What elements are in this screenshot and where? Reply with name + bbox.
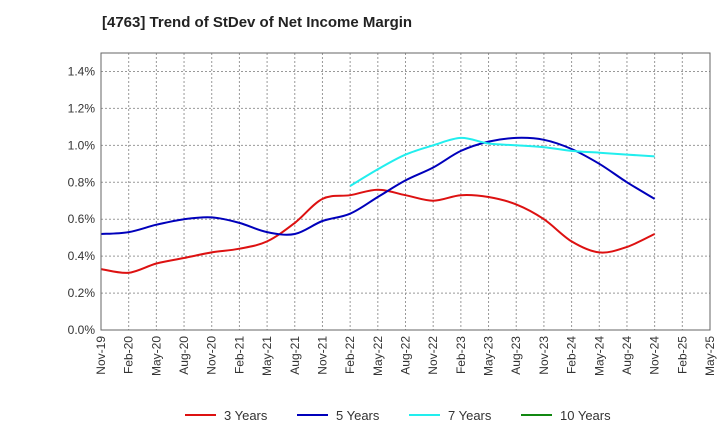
series-line-5-years	[100, 136, 656, 236]
x-tick-label: Aug-20	[177, 336, 191, 375]
x-tick-label: Aug-21	[288, 336, 302, 375]
y-tick-label: 0.2%	[68, 286, 96, 300]
legend-label-3-years: 3 Years	[224, 408, 268, 423]
x-tick-label: May-21	[260, 336, 274, 376]
x-axis-ticks: Nov-19 Feb-20 May-20 Aug-20 Nov-20 Feb-21 May-…	[94, 336, 717, 376]
x-tick-label: Nov-22	[426, 336, 440, 375]
y-tick-label: 1.4%	[68, 64, 96, 78]
x-tick-label: May-25	[703, 336, 717, 376]
x-tick-label: Aug-23	[509, 336, 523, 375]
x-tick-label: Aug-24	[620, 336, 634, 375]
y-tick-label: 0.8%	[68, 175, 96, 189]
plot-area-border	[100, 52, 711, 331]
y-tick-label: 0.4%	[68, 249, 96, 263]
x-tick-label: Feb-21	[232, 336, 246, 374]
legend-label-5-years: 5 Years	[336, 408, 380, 423]
series-layer	[100, 136, 656, 274]
y-axis-ticks: 0.0% 0.2% 0.4% 0.6% 0.8% 1.0% 1.2% 1.4%	[68, 64, 96, 337]
x-tick-label: May-22	[371, 336, 385, 376]
legend-label-10-years: 10 Years	[560, 408, 611, 423]
x-tick-label: Feb-20	[122, 336, 136, 374]
x-tick-label: May-23	[482, 336, 496, 376]
x-tick-label: May-24	[592, 336, 606, 376]
x-tick-label: Nov-24	[648, 336, 662, 375]
x-tick-label: Feb-24	[565, 336, 579, 374]
chart-title: [4763] Trend of StDev of Net Income Marg…	[102, 14, 413, 31]
y-tick-label: 1.2%	[68, 101, 96, 115]
x-tick-label: Feb-22	[343, 336, 357, 374]
x-tick-label: Feb-25	[675, 336, 689, 374]
legend: 3 Years 5 Years 7 Years 10 Years	[185, 408, 611, 423]
y-tick-label: 0.6%	[68, 212, 96, 226]
y-tick-label: 1.0%	[68, 138, 96, 152]
x-tick-label: Feb-23	[454, 336, 468, 374]
series-line-3-years	[100, 188, 656, 274]
x-tick-label: Nov-20	[205, 336, 219, 375]
grid-layer	[100, 53, 711, 331]
x-tick-label: May-20	[149, 336, 163, 376]
y-tick-label: 0.0%	[68, 323, 96, 337]
x-tick-label: Aug-22	[399, 336, 413, 375]
x-tick-label: Nov-19	[94, 336, 108, 375]
series-line-7-years	[349, 136, 655, 187]
legend-label-7-years: 7 Years	[448, 408, 492, 423]
x-tick-label: Nov-21	[315, 336, 329, 375]
x-tick-label: Nov-23	[537, 336, 551, 375]
